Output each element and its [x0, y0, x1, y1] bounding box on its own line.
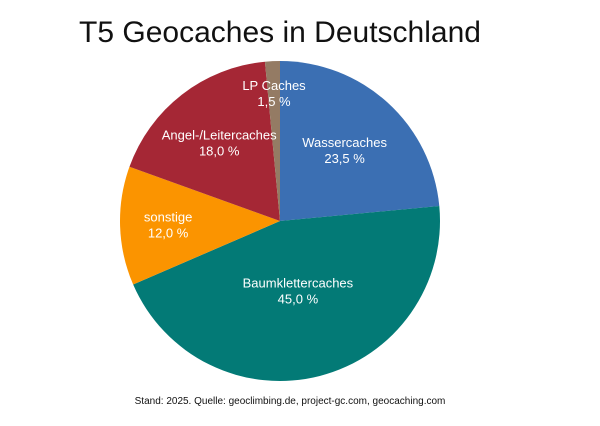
- slice-value-lp-caches: 1,5 %: [257, 94, 291, 109]
- source-note: Stand: 2025. Quelle: geoclimbing.de, pro…: [134, 396, 446, 407]
- slice-name-wassercaches: Wassercaches: [302, 135, 387, 150]
- slice-name-lp-caches: LP Caches: [242, 78, 306, 93]
- slice-value-angel-leitercaches: 18,0 %: [199, 144, 240, 159]
- pie-slice-lp-caches: [264, 61, 280, 221]
- pie-slices: [120, 61, 440, 381]
- pie-slice-sonstige: [120, 166, 280, 285]
- chart-title: T5 Geocaches in Deutschland: [79, 16, 481, 49]
- slice-value-sonstige: 12,0 %: [148, 226, 189, 241]
- pie-slice-baumklettercaches: [133, 205, 440, 381]
- slice-value-wassercaches: 23,5 %: [324, 151, 365, 166]
- slice-value-baumklettercaches: 45,0 %: [278, 292, 319, 307]
- slice-name-angel-leitercaches: Angel-/Leitercaches: [162, 128, 277, 143]
- slice-name-sonstige: sonstige: [144, 210, 192, 225]
- pie-slice-wassercaches: [280, 61, 440, 221]
- pie-slice-angel-leitercaches: [129, 61, 280, 222]
- slice-name-baumklettercaches: Baumklettercaches: [243, 276, 354, 291]
